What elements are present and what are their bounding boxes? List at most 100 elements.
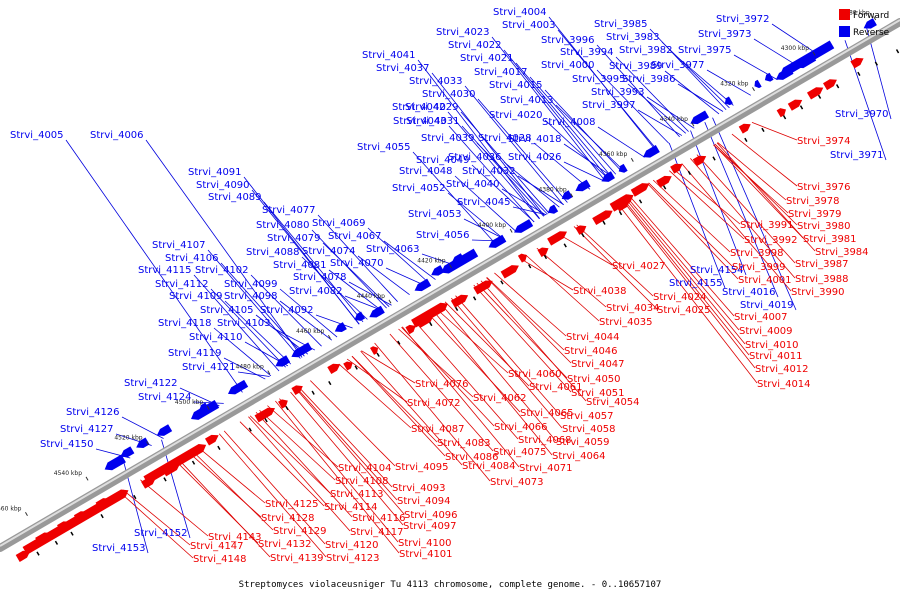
forward-gene-label[interactable]: Strvi_4054 (586, 397, 640, 408)
forward-gene-label[interactable]: Strvi_3992 (744, 235, 798, 246)
reverse-gene-label[interactable]: Strvi_4154 (690, 265, 744, 276)
reverse-gene-label[interactable]: Strvi_4045 (457, 197, 511, 208)
forward-gene-label[interactable]: Strvi_4010 (745, 340, 799, 351)
forward-gene-label[interactable]: Strvi_4038 (573, 286, 627, 297)
forward-gene-label[interactable]: Strvi_4071 (519, 463, 573, 474)
reverse-gene-label[interactable]: Strvi_3982 (619, 45, 673, 56)
reverse-gene-label[interactable]: Strvi_4082 (289, 286, 343, 297)
reverse-gene-label[interactable]: Strvi_4091 (188, 167, 242, 178)
reverse-gene-label[interactable]: Strvi_3989 (609, 61, 663, 72)
reverse-gene-label[interactable]: Strvi_4081 (273, 260, 327, 271)
forward-gene-label[interactable]: Strvi_4093 (392, 483, 446, 494)
forward-gene-label[interactable]: Strvi_4068 (518, 435, 572, 446)
forward-gene-label[interactable]: Strvi_4147 (190, 541, 244, 552)
reverse-gene-label[interactable]: Strvi_4124 (138, 392, 192, 403)
reverse-gene-label[interactable]: Strvi_3994 (560, 47, 614, 58)
reverse-gene-label[interactable]: Strvi_4004 (493, 7, 547, 18)
reverse-gene-label[interactable]: Strvi_3993 (591, 87, 645, 98)
forward-gene-label[interactable]: Strvi_4057 (560, 411, 614, 422)
reverse-gene-label[interactable]: Strvi_4033 (409, 76, 463, 87)
forward-gene-label[interactable]: Strvi_4072 (407, 398, 461, 409)
forward-gene-label[interactable]: Strvi_4108 (335, 476, 389, 487)
reverse-gene-label[interactable]: Strvi_4026 (508, 152, 562, 163)
forward-gene-label[interactable]: Strvi_4097 (403, 521, 457, 532)
forward-gene-label[interactable]: Strvi_4139 (270, 553, 324, 564)
reverse-gene-label[interactable]: Strvi_4017 (474, 67, 528, 78)
forward-gene-label[interactable]: Strvi_4011 (749, 351, 803, 362)
reverse-gene-label[interactable]: Strvi_4052 (392, 183, 446, 194)
reverse-gene-label[interactable]: Strvi_4056 (416, 230, 470, 241)
forward-gene-label[interactable]: Strvi_4001 (738, 275, 792, 286)
reverse-gene-label[interactable]: Strvi_3972 (716, 14, 770, 25)
forward-gene-label[interactable]: Strvi_3976 (797, 182, 851, 193)
reverse-gene-label[interactable]: Strvi_4155 (669, 278, 723, 289)
reverse-gene-label[interactable]: Strvi_4107 (152, 240, 206, 251)
forward-gene-label[interactable]: Strvi_4148 (193, 554, 247, 565)
forward-gene-label[interactable]: Strvi_4014 (757, 379, 811, 390)
forward-gene-label[interactable]: Strvi_4132 (258, 539, 312, 550)
reverse-gene-label[interactable]: Strvi_4063 (366, 244, 420, 255)
reverse-gene-label[interactable]: Strvi_4092 (260, 305, 314, 316)
forward-gene-label[interactable]: Strvi_4075 (493, 447, 547, 458)
reverse-gene-label[interactable]: Strvi_4090 (196, 180, 250, 191)
forward-gene-label[interactable]: Strvi_4113 (330, 489, 384, 500)
reverse-gene-label[interactable]: Strvi_4105 (200, 305, 254, 316)
forward-gene-label[interactable]: Strvi_4125 (265, 499, 319, 510)
reverse-gene-label[interactable]: Strvi_4109 (169, 291, 223, 302)
reverse-gene-label[interactable]: Strvi_3973 (698, 29, 752, 40)
reverse-gene-label[interactable]: Strvi_4099 (224, 279, 278, 290)
reverse-gene-label[interactable]: Strvi_4015 (489, 80, 543, 91)
reverse-gene-label[interactable]: Strvi_3970 (835, 109, 889, 120)
forward-gene-label[interactable]: Strvi_4101 (399, 549, 453, 560)
reverse-gene-label[interactable]: Strvi_4008 (542, 117, 596, 128)
reverse-gene-label[interactable]: Strvi_4013 (500, 95, 554, 106)
reverse-gene-label[interactable]: Strvi_4022 (448, 40, 502, 51)
forward-gene-label[interactable]: Strvi_4007 (734, 312, 788, 323)
reverse-gene-label[interactable]: Strvi_4098 (224, 291, 278, 302)
forward-gene-label[interactable]: Strvi_3998 (730, 248, 784, 259)
forward-gene-label[interactable]: Strvi_4094 (397, 496, 451, 507)
reverse-gene-label[interactable]: Strvi_4121 (182, 362, 236, 373)
reverse-gene-label[interactable]: Strvi_4000 (541, 60, 595, 71)
reverse-gene-label[interactable]: Strvi_4023 (436, 27, 490, 38)
reverse-gene-label[interactable]: Strvi_4115 (138, 265, 192, 276)
forward-gene-label[interactable]: Strvi_4083 (437, 438, 491, 449)
reverse-gene-label[interactable]: Strvi_4048 (399, 166, 453, 177)
forward-gene-label[interactable]: Strvi_4129 (273, 526, 327, 537)
forward-gene-label[interactable]: Strvi_3974 (797, 136, 851, 147)
forward-gene-label[interactable]: Strvi_4084 (462, 461, 516, 472)
forward-gene-label[interactable]: Strvi_3990 (791, 287, 845, 298)
reverse-gene-label[interactable]: Strvi_4089 (208, 192, 262, 203)
reverse-gene-label[interactable]: Strvi_4088 (246, 247, 300, 258)
forward-gene-label[interactable]: Strvi_4061 (529, 382, 583, 393)
forward-gene-label[interactable]: Strvi_4025 (657, 305, 711, 316)
forward-gene-label[interactable]: Strvi_4059 (556, 437, 610, 448)
forward-gene-label[interactable]: Strvi_4044 (566, 332, 620, 343)
forward-gene-label[interactable]: Strvi_4012 (755, 364, 809, 375)
forward-gene-label[interactable]: Strvi_3978 (786, 196, 840, 207)
forward-gene-label[interactable]: Strvi_4096 (404, 510, 458, 521)
reverse-gene-label[interactable]: Strvi_4037 (376, 63, 430, 74)
forward-gene-label[interactable]: Strvi_4128 (261, 513, 315, 524)
reverse-gene-label[interactable]: Strvi_4005 (10, 130, 64, 141)
reverse-gene-label[interactable]: Strvi_4102 (195, 265, 249, 276)
reverse-gene-label[interactable]: Strvi_3996 (541, 35, 595, 46)
reverse-gene-label[interactable]: Strvi_3985 (594, 19, 648, 30)
reverse-gene-label[interactable]: Strvi_3995 (572, 74, 626, 85)
forward-gene-label[interactable]: Strvi_4076 (415, 379, 469, 390)
forward-gene-label[interactable]: Strvi_4100 (398, 538, 452, 549)
reverse-gene-label[interactable]: Strvi_3986 (622, 74, 676, 85)
forward-gene-label[interactable]: Strvi_4086 (445, 452, 499, 463)
forward-gene-label[interactable]: Strvi_4114 (324, 502, 378, 513)
reverse-gene-label[interactable]: Strvi_4119 (168, 348, 222, 359)
forward-gene-label[interactable]: Strvi_3988 (795, 274, 849, 285)
forward-gene-label[interactable]: Strvi_4095 (395, 462, 449, 473)
reverse-gene-label[interactable]: Strvi_4055 (357, 142, 411, 153)
reverse-gene-label[interactable]: Strvi_3997 (582, 100, 636, 111)
forward-gene-label[interactable]: Strvi_4062 (473, 393, 527, 404)
reverse-gene-label[interactable]: Strvi_4069 (312, 218, 366, 229)
reverse-gene-label[interactable]: Strvi_4043 (393, 116, 447, 127)
reverse-gene-label[interactable]: Strvi_4053 (408, 209, 462, 220)
reverse-gene-label[interactable]: Strvi_4074 (302, 246, 356, 257)
forward-gene-label[interactable]: Strvi_3981 (803, 234, 857, 245)
